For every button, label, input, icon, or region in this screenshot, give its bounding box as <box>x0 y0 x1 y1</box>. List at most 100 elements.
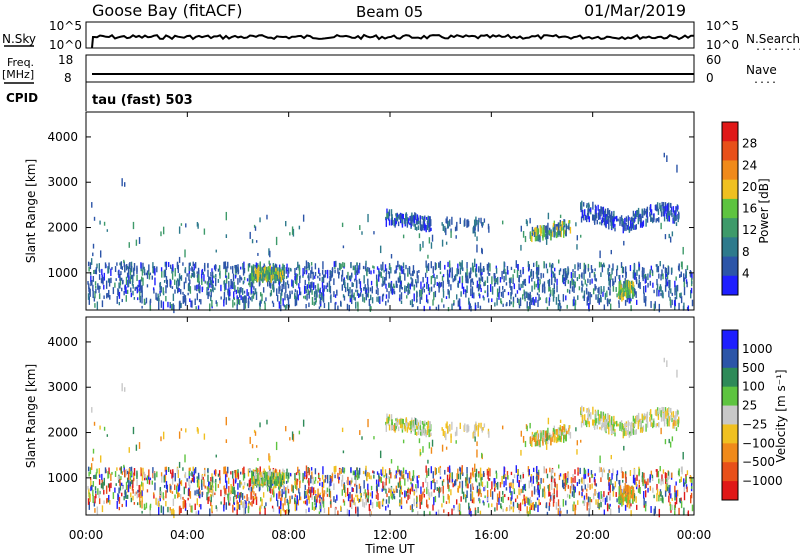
power-echo <box>242 263 243 270</box>
velocity-echo <box>372 491 373 498</box>
velocity-echo <box>595 491 596 495</box>
power-echo <box>667 211 668 214</box>
velocity-echo <box>590 413 591 417</box>
velocity-echo <box>410 478 411 481</box>
velocity-echo <box>578 469 579 472</box>
velocity-echo <box>317 481 318 484</box>
power-echo <box>378 270 379 274</box>
power-echo <box>87 281 88 285</box>
velocity-echo <box>553 428 554 432</box>
velocity-echo <box>158 501 159 507</box>
velocity-echo <box>591 499 592 502</box>
velocity-echo <box>407 495 408 501</box>
velocity-echo <box>420 487 421 494</box>
velocity-echo <box>93 481 94 487</box>
velocity-echo <box>451 509 452 515</box>
power-echo <box>416 299 417 302</box>
velocity-echo <box>553 477 554 483</box>
velocity-echo <box>223 505 224 512</box>
power-colorbar-swatch <box>722 257 738 277</box>
power-echo <box>193 271 194 277</box>
power-echo <box>523 231 524 238</box>
velocity-echo <box>574 476 575 483</box>
power-echo <box>164 271 165 277</box>
velocity-echo <box>554 482 555 487</box>
velocity-echo <box>546 469 547 474</box>
power-echo <box>642 222 643 228</box>
velocity-echo <box>381 477 382 483</box>
velocity-echo <box>623 472 624 478</box>
power-echo <box>359 263 360 270</box>
velocity-echo <box>359 499 360 502</box>
power-echo <box>586 284 587 287</box>
velocity-echo <box>435 467 436 475</box>
velocity-echo <box>154 473 155 480</box>
power-echo <box>202 287 203 292</box>
power-echo <box>427 299 428 303</box>
power-echo <box>334 261 335 267</box>
power-echo <box>470 288 471 296</box>
power-echo <box>414 216 415 224</box>
power-echo <box>189 266 190 271</box>
power-echo <box>292 226 293 234</box>
power-echo <box>88 267 89 272</box>
noise-left-tick-high: 10^5 <box>49 19 82 33</box>
power-echo <box>400 219 401 223</box>
beam-title: Beam 05 <box>356 3 423 21</box>
velocity-echo <box>134 502 135 505</box>
velocity-echo <box>550 499 551 502</box>
power-echo <box>634 218 635 221</box>
power-echo <box>148 264 149 271</box>
power-echo <box>257 253 258 256</box>
power-echo <box>636 210 637 217</box>
power-echo <box>530 271 531 277</box>
power-echo <box>460 218 461 224</box>
velocity-echo <box>594 473 595 476</box>
velocity-echo <box>389 470 390 474</box>
velocity-echo <box>131 498 132 502</box>
velocity-echo <box>582 415 583 423</box>
velocity-echo <box>565 487 566 491</box>
power-echo <box>264 303 265 311</box>
power-echo <box>472 286 473 294</box>
velocity-echo <box>670 415 671 421</box>
power-echo <box>224 283 225 288</box>
power-echo <box>210 289 211 292</box>
power-echo <box>399 214 400 220</box>
y-tick-label: 4000 <box>47 130 78 144</box>
velocity-echo <box>560 511 561 514</box>
power-echo <box>652 270 653 273</box>
velocity-echo <box>667 409 668 417</box>
velocity-echo <box>662 479 663 485</box>
velocity-echo <box>347 509 348 516</box>
power-echo <box>667 204 668 212</box>
power-echo <box>443 224 444 231</box>
power-echo <box>280 296 281 304</box>
velocity-echo <box>518 482 519 487</box>
power-echo <box>662 290 663 297</box>
velocity-echo <box>477 486 478 492</box>
power-echo <box>484 290 485 293</box>
power-echo <box>343 294 344 297</box>
power-echo <box>344 263 345 267</box>
velocity-echo <box>405 470 406 474</box>
power-echo <box>141 295 142 303</box>
velocity-echo <box>571 477 572 483</box>
velocity-echo <box>383 475 384 478</box>
power-echo <box>88 293 89 300</box>
power-echo <box>378 296 379 302</box>
velocity-echo <box>251 491 252 498</box>
power-echo <box>183 296 184 304</box>
velocity-echo <box>272 506 273 509</box>
power-echo <box>659 304 660 312</box>
velocity-echo <box>363 471 364 474</box>
velocity-echo <box>492 491 493 499</box>
velocity-echo <box>605 498 606 505</box>
velocity-echo <box>574 508 575 515</box>
power-echo <box>277 295 278 302</box>
velocity-echo <box>433 471 434 478</box>
power-echo <box>236 265 237 273</box>
velocity-echo <box>248 497 249 501</box>
velocity-echo <box>437 487 438 491</box>
